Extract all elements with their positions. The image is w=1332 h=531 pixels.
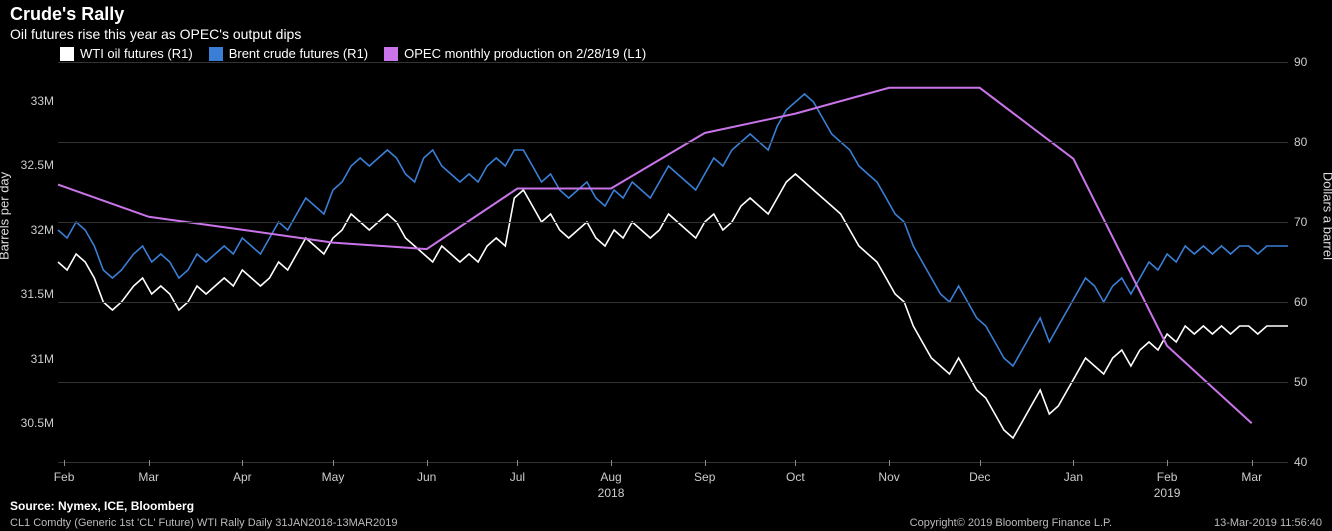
legend: WTI oil futures (R1) Brent crude futures… — [60, 46, 646, 61]
x-tick-mark — [149, 460, 150, 466]
x-tick-label: Jun — [417, 470, 436, 484]
x-tick-label: Feb — [1157, 470, 1178, 484]
y-left-tick: 31M — [6, 352, 54, 366]
series-opec — [58, 88, 1252, 424]
gridline — [58, 62, 1288, 63]
chart-subtitle: Oil futures rise this year as OPEC's out… — [10, 26, 301, 42]
x-tick-label: Oct — [786, 470, 805, 484]
x-tick-mark — [1073, 460, 1074, 466]
footer-timestamp: 13-Mar-2019 11:56:40 — [1214, 517, 1322, 529]
y-left-tick: 31.5M — [6, 287, 54, 301]
x-tick-mark — [705, 460, 706, 466]
legend-item-brent: Brent crude futures (R1) — [209, 46, 368, 61]
x-tick-mark — [333, 460, 334, 466]
y-right-tick: 40 — [1294, 455, 1330, 469]
legend-label: Brent crude futures (R1) — [229, 46, 368, 61]
x-tick-label: Mar — [1241, 470, 1262, 484]
y-right-tick: 50 — [1294, 375, 1330, 389]
y-left-tick: 32.5M — [6, 158, 54, 172]
y-right-tick: 90 — [1294, 55, 1330, 69]
y-right-tick: 70 — [1294, 215, 1330, 229]
y-axis-left-label: Barrels per day — [0, 172, 12, 260]
y-left-tick: 32M — [6, 223, 54, 237]
x-tick-mark — [1167, 460, 1168, 466]
x-tick-mark — [889, 460, 890, 466]
footer-source: Source: Nymex, ICE, Bloomberg — [10, 499, 194, 513]
series-wti — [58, 174, 1288, 438]
x-tick-mark — [980, 460, 981, 466]
x-tick-label: Feb — [54, 470, 75, 484]
chart-root: Crude's Rally Oil futures rise this year… — [0, 0, 1332, 531]
x-tick-mark — [1252, 460, 1253, 466]
legend-label: OPEC monthly production on 2/28/19 (L1) — [404, 46, 646, 61]
gridline — [58, 302, 1288, 303]
x-tick-label: Dec — [969, 470, 990, 484]
x-tick-label: Sep — [694, 470, 715, 484]
y-right-tick: 60 — [1294, 295, 1330, 309]
legend-item-opec: OPEC monthly production on 2/28/19 (L1) — [384, 46, 646, 61]
x-tick-mark — [242, 460, 243, 466]
x-tick-label: Nov — [878, 470, 899, 484]
legend-swatch — [384, 47, 398, 61]
x-tick-label: Aug — [600, 470, 621, 484]
y-left-tick: 30.5M — [6, 416, 54, 430]
x-tick-mark — [517, 460, 518, 466]
x-tick-mark — [795, 460, 796, 466]
x-tick-mark — [64, 460, 65, 466]
x-tick-label: Jul — [510, 470, 525, 484]
legend-swatch — [60, 47, 74, 61]
y-left-tick: 33M — [6, 94, 54, 108]
plot-area — [58, 62, 1288, 462]
x-tick-label: Mar — [138, 470, 159, 484]
legend-swatch — [209, 47, 223, 61]
x-tick-label: Apr — [233, 470, 252, 484]
x-year-label: 2018 — [598, 486, 625, 500]
x-tick-label: May — [322, 470, 345, 484]
gridline — [58, 382, 1288, 383]
y-right-tick: 80 — [1294, 135, 1330, 149]
x-tick-label: Jan — [1064, 470, 1083, 484]
legend-label: WTI oil futures (R1) — [80, 46, 193, 61]
line-svg — [58, 62, 1288, 462]
gridline — [58, 222, 1288, 223]
chart-title: Crude's Rally — [10, 4, 124, 25]
x-tick-mark — [611, 460, 612, 466]
footer-copyright: Copyright© 2019 Bloomberg Finance L.P. — [910, 517, 1112, 529]
x-year-label: 2019 — [1154, 486, 1181, 500]
gridline — [58, 142, 1288, 143]
footer-instrument: CL1 Comdty (Generic 1st 'CL' Future) WTI… — [10, 517, 398, 529]
x-tick-mark — [427, 460, 428, 466]
legend-item-wti: WTI oil futures (R1) — [60, 46, 193, 61]
